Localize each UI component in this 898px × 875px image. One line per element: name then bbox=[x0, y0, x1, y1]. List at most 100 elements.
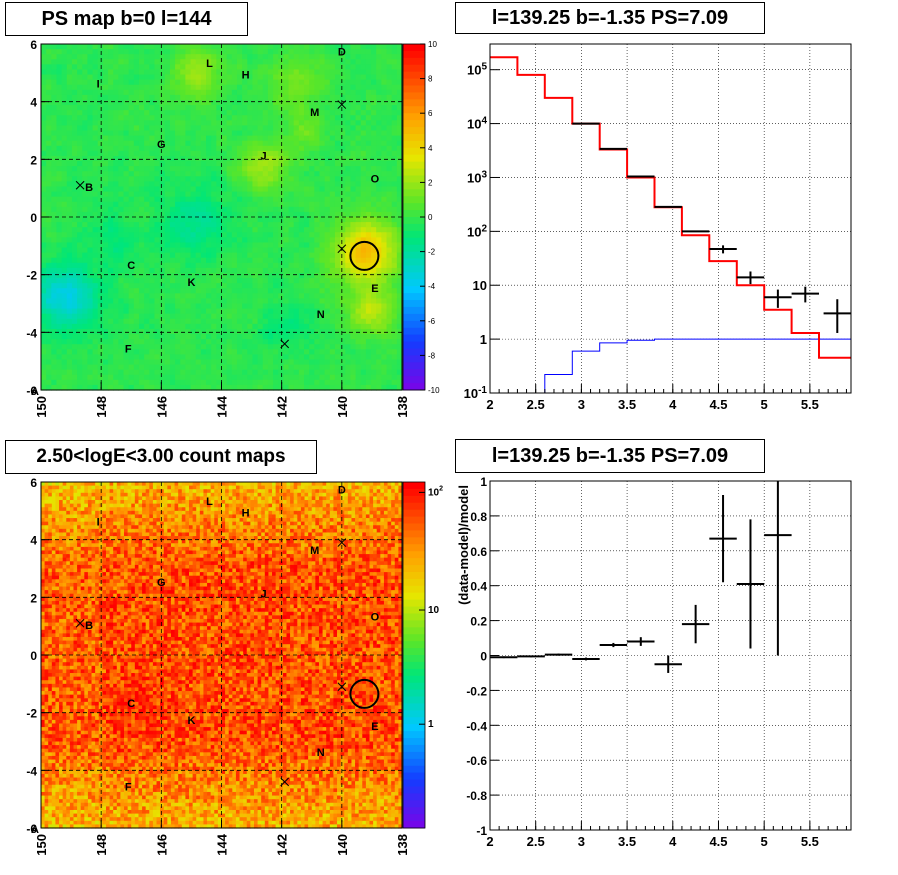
heatmap-cell bbox=[164, 247, 171, 254]
heatmap-cell bbox=[195, 303, 202, 310]
heatmap-cell bbox=[267, 369, 274, 376]
heatmap-cell bbox=[324, 105, 331, 111]
heatmap-cell bbox=[376, 79, 382, 86]
heatmap-cell bbox=[324, 171, 331, 177]
heatmap-cell bbox=[345, 140, 352, 147]
heatmap-cell bbox=[92, 374, 99, 381]
heatmap-cell bbox=[365, 354, 372, 361]
heatmap-cell bbox=[123, 69, 130, 76]
heatmap-cell bbox=[381, 369, 388, 376]
heatmap-cell bbox=[216, 232, 223, 238]
heatmap-cell bbox=[149, 145, 156, 152]
heatmap-cell bbox=[334, 120, 341, 127]
heatmap-cell bbox=[51, 369, 58, 376]
heatmap-cell bbox=[355, 176, 362, 182]
heatmap-cell bbox=[216, 89, 223, 96]
heatmap-cell bbox=[273, 49, 279, 55]
heatmap-cell bbox=[159, 359, 166, 366]
heatmap-cell bbox=[51, 145, 58, 152]
heatmap-cell bbox=[319, 339, 326, 345]
heatmap-cell bbox=[200, 384, 207, 391]
heatmap-cell bbox=[180, 69, 186, 76]
heatmap-cell bbox=[304, 155, 310, 162]
heatmap-cell bbox=[41, 217, 47, 223]
heatmap-cell bbox=[329, 222, 336, 228]
heatmap-cell bbox=[386, 379, 393, 386]
heatmap-cell bbox=[360, 74, 367, 81]
heatmap-cell bbox=[355, 99, 362, 106]
heatmap-cell bbox=[386, 49, 393, 55]
heatmap-cell bbox=[66, 323, 73, 330]
heatmap-cell bbox=[231, 44, 238, 50]
heatmap-cell bbox=[123, 135, 130, 142]
heatmap-cell bbox=[355, 227, 362, 233]
heatmap-cell bbox=[175, 232, 181, 238]
heatmap-cell bbox=[97, 79, 104, 86]
heatmap-cell bbox=[51, 247, 58, 254]
heatmap-cell bbox=[41, 262, 47, 269]
heatmap-cell bbox=[267, 349, 274, 355]
heatmap-cell bbox=[200, 69, 207, 76]
heatmap-cell bbox=[113, 125, 119, 132]
heatmap-cell bbox=[164, 272, 171, 279]
heatmap-cell bbox=[242, 140, 248, 147]
heatmap-cell bbox=[262, 374, 269, 381]
heatmap-cell bbox=[118, 150, 125, 157]
heatmap-cell bbox=[236, 206, 243, 213]
heatmap-cell bbox=[144, 99, 150, 106]
heatmap-cell bbox=[365, 227, 372, 233]
heatmap-cell bbox=[324, 110, 331, 116]
heatmap-cell bbox=[118, 318, 125, 325]
heatmap-cell bbox=[41, 384, 47, 391]
heatmap-cell bbox=[51, 262, 58, 269]
heatmap-cell bbox=[46, 349, 52, 355]
heatmap-cell bbox=[61, 181, 68, 188]
heatmap-cell bbox=[262, 161, 269, 167]
heatmap-cell bbox=[87, 94, 94, 101]
heatmap-cell bbox=[304, 283, 310, 289]
heatmap-cell bbox=[381, 247, 388, 254]
heatmap-cell bbox=[71, 303, 78, 310]
heatmap-cell bbox=[278, 257, 284, 264]
heatmap-cell bbox=[154, 374, 161, 381]
heatmap-cell bbox=[247, 267, 254, 274]
colorbar-segment bbox=[403, 182, 425, 190]
heatmap-cell bbox=[226, 359, 233, 366]
heatmap-cell bbox=[355, 110, 362, 116]
heatmap-cell bbox=[113, 262, 119, 269]
heatmap-cell bbox=[149, 227, 156, 233]
heatmap-cell bbox=[396, 227, 403, 233]
heatmap-cell bbox=[236, 344, 243, 350]
heatmap-cell bbox=[138, 288, 145, 294]
heatmap-cell bbox=[154, 364, 161, 371]
heatmap-cell bbox=[257, 364, 264, 371]
heatmap-cell bbox=[273, 288, 279, 294]
heatmap-cell bbox=[169, 125, 176, 132]
heatmap-cell bbox=[273, 79, 279, 86]
heatmap-cell bbox=[195, 354, 202, 361]
heatmap-cell bbox=[278, 278, 284, 284]
heatmap-cell bbox=[149, 344, 156, 350]
heatmap-cell bbox=[365, 334, 372, 340]
x-tick-label: 138 bbox=[395, 396, 410, 418]
heatmap-cell bbox=[138, 211, 145, 218]
heatmap-cell bbox=[118, 125, 125, 132]
heatmap-cell bbox=[113, 64, 119, 71]
heatmap-cell bbox=[278, 359, 284, 366]
heatmap-cell bbox=[185, 186, 192, 193]
heatmap-cell bbox=[329, 110, 336, 116]
heatmap-cell bbox=[304, 206, 310, 213]
x-tick-label: 144 bbox=[215, 395, 230, 417]
heatmap-cell bbox=[262, 257, 269, 264]
heatmap-cell bbox=[92, 110, 99, 116]
heatmap-cell bbox=[175, 89, 181, 96]
heatmap-cell bbox=[304, 293, 310, 300]
heatmap-cell bbox=[190, 84, 197, 91]
heatmap-cell bbox=[46, 155, 52, 162]
ps-map-title: PS map b=0 l=144 bbox=[5, 2, 248, 36]
heatmap-cell bbox=[360, 145, 367, 152]
heatmap-cell bbox=[345, 99, 352, 106]
heatmap-cell bbox=[396, 298, 403, 305]
heatmap-cell bbox=[56, 293, 63, 300]
heatmap-cell bbox=[391, 145, 398, 152]
